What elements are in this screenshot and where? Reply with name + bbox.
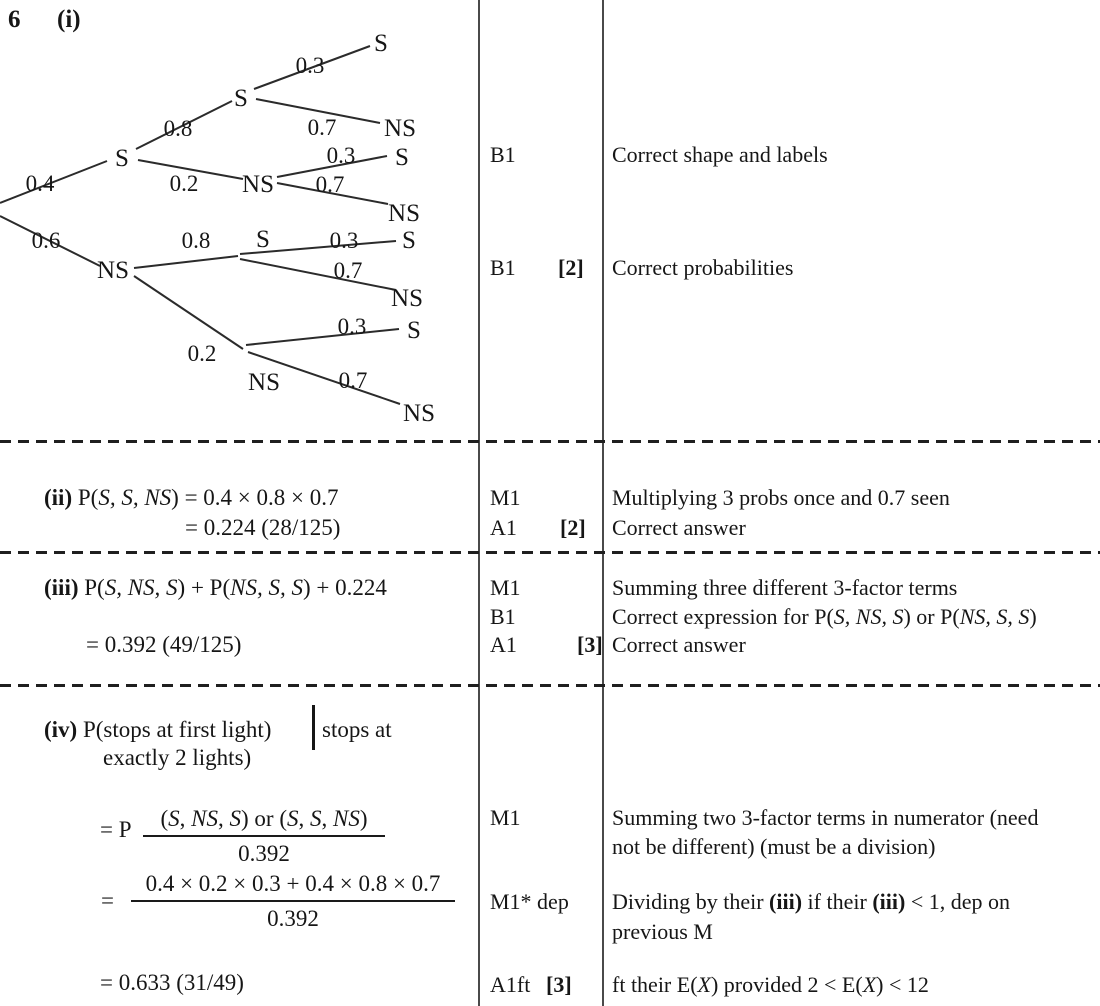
mark-i-b1-shape: B1 — [490, 142, 516, 167]
working-iv-frac1-prefix: = P — [100, 817, 132, 842]
comment-i-shape: Correct shape and labels — [612, 142, 828, 167]
prob-nsns-07: 0.7 — [339, 368, 368, 393]
question-number: 6 — [8, 6, 21, 33]
mark-iii-m1: M1 — [490, 575, 521, 600]
mark-ii-m1: M1 — [490, 485, 521, 510]
leaf-ssns: NS — [384, 115, 416, 142]
mark-ii-a1: A1 — [490, 515, 517, 540]
fraction2-numerator: 0.4 × 0.2 × 0.3 + 0.4 × 0.8 × 0.7 — [145, 871, 441, 896]
comment-iv-m1-line1: Summing two 3-factor terms in numerator … — [612, 805, 1039, 830]
leaf-nssns: NS — [391, 285, 423, 312]
working-iv-fraction2: 0.4 × 0.2 × 0.3 + 0.4 × 0.8 × 0.7 0.392 — [131, 870, 455, 933]
leaf-sss: S — [374, 30, 388, 57]
mark-iv-m1dep: M1* dep — [490, 889, 569, 914]
row-separator-2 — [0, 551, 1100, 554]
leaf-nsnsns: NS — [403, 400, 435, 427]
comment-iii-b1: Correct expression for P(S, NS, S) or P(… — [612, 604, 1037, 629]
mark-iv-a1ft: A1ft — [490, 972, 531, 997]
prob-0-4: 0.4 — [26, 171, 55, 196]
leaf-snss: S — [395, 144, 409, 171]
working-iv-result: = 0.633 (31/49) — [100, 970, 244, 995]
mark-iv-total: [3] — [546, 972, 572, 997]
working-iv-fraction1: (S, NS, S) or (S, S, NS) 0.392 — [143, 805, 385, 868]
prob-nsns-03: 0.3 — [338, 314, 367, 339]
fraction1-denominator: 0.392 — [143, 835, 385, 868]
node-ns-ns: NS — [248, 369, 280, 396]
comment-iv-m1dep-line1: Dividing by their (iii) if their (iii) <… — [612, 889, 1010, 914]
node-ns: NS — [97, 257, 129, 284]
working-ii-line1: (ii) P(S, S, NS) = 0.4 × 0.8 × 0.7 — [44, 485, 339, 510]
mark-iv-m1: M1 — [490, 805, 521, 830]
leaf-snsns: NS — [388, 200, 420, 227]
tree-branch-lines — [0, 45, 401, 405]
prob-ss-03: 0.3 — [296, 53, 325, 78]
mark-i-b1-probs: B1 — [490, 255, 516, 280]
tree-node-labels: S NS S NS S NS S NS S NS S NS S NS — [97, 30, 435, 427]
node-s-ns: NS — [242, 171, 274, 198]
comment-iv-m1-line2: not be different) (must be a division) — [612, 834, 936, 859]
working-iii-line1: (iii) P(S, NS, S) + P(NS, S, S) + 0.224 — [44, 575, 387, 600]
comment-ii-m1: Multiplying 3 probs once and 0.7 seen — [612, 485, 950, 510]
prob-ss-07: 0.7 — [308, 115, 337, 140]
working-iv-frac2-prefix: = — [101, 888, 114, 913]
fraction1-numerator: (S, NS, S) or (S, S, NS) — [160, 806, 368, 831]
prob-nss-03: 0.3 — [330, 228, 359, 253]
comment-iv-m1dep-line2: previous M — [612, 919, 713, 944]
tree-probability-labels: 0.4 0.6 0.8 0.2 0.8 0.2 0.3 0.7 0.3 0.7 … — [26, 53, 368, 393]
prob-ns-02: 0.2 — [188, 341, 217, 366]
row-separator-1 — [0, 440, 1100, 443]
working-ii-line2: = 0.224 (28/125) — [185, 515, 341, 540]
working-iii-line2: = 0.392 (49/125) — [86, 632, 242, 657]
prob-sns-07: 0.7 — [316, 172, 345, 197]
comment-iv-a1ft: ft their E(X) provided 2 < E(X) < 12 — [612, 972, 929, 997]
mark-ii-total: [2] — [560, 515, 586, 540]
mark-iii-total: [3] — [577, 632, 603, 657]
mark-iii-b1: B1 — [490, 604, 516, 629]
mark-iii-a1: A1 — [490, 632, 517, 657]
row-separator-3 — [0, 684, 1100, 687]
prob-sns-03: 0.3 — [327, 143, 356, 168]
comment-iii-a1: Correct answer — [612, 632, 746, 657]
fraction2-denominator: 0.392 — [131, 900, 455, 933]
part-i-label: (i) — [57, 6, 81, 33]
working-iv-line1a: (iv) P(stops at first light) — [44, 717, 272, 742]
comment-iii-m1: Summing three different 3-factor terms — [612, 575, 958, 600]
leaf-nsss: S — [402, 227, 416, 254]
node-ns-s: S — [256, 226, 270, 253]
prob-s-02: 0.2 — [170, 171, 199, 196]
prob-nss-07: 0.7 — [334, 258, 363, 283]
node-s-s: S — [234, 85, 248, 112]
conditional-bar — [312, 705, 315, 750]
comment-ii-a1: Correct answer — [612, 515, 746, 540]
column-divider-comments — [602, 0, 604, 1006]
prob-ns-08: 0.8 — [182, 228, 211, 253]
probability-tree-diagram: S NS S NS S NS S NS S NS S NS S NS 0.4 0… — [0, 30, 435, 427]
working-iv-line2: exactly 2 lights) — [103, 745, 252, 770]
mark-i-total: [2] — [558, 255, 584, 280]
leaf-nsnss: S — [407, 317, 421, 344]
node-s: S — [115, 145, 129, 172]
comment-i-probs: Correct probabilities — [612, 255, 794, 280]
working-iv-line1b: stops at — [322, 717, 392, 742]
prob-s-08: 0.8 — [164, 116, 193, 141]
column-divider-marks — [478, 0, 480, 1006]
prob-0-6: 0.6 — [32, 228, 61, 253]
